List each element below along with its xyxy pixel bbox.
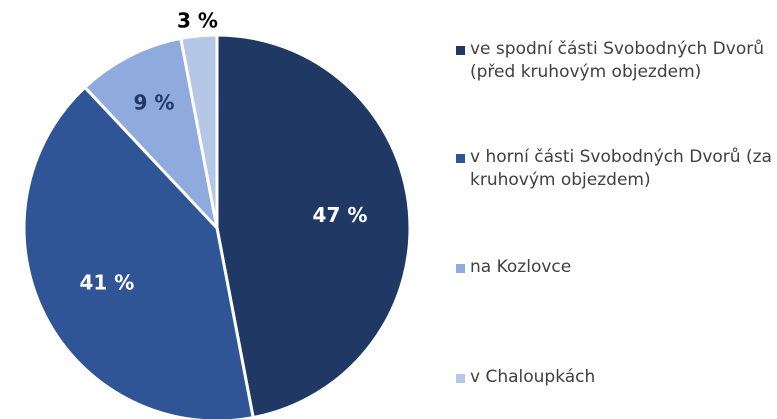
- legend-item: v horní části Svobodných Dvorů (za kruho…: [456, 146, 774, 192]
- legend-label: v Chaloupkách: [470, 367, 596, 387]
- legend-label: na Kozlovce: [470, 257, 572, 277]
- pie-slice: [215, 33, 412, 419]
- data-label: 9 %: [133, 91, 174, 115]
- data-label: 41 %: [80, 271, 135, 295]
- pie-slice: [22, 85, 255, 419]
- data-label: 47 %: [313, 203, 368, 227]
- legend-item: na Kozlovce: [456, 256, 774, 279]
- legend-swatch: [456, 264, 465, 273]
- legend-swatch: [456, 46, 465, 55]
- legend-label: v horní části Svobodných Dvorů (za kruho…: [470, 147, 772, 190]
- legend-item: ve spodní části Svobodných Dvorů (před k…: [456, 38, 774, 84]
- legend-swatch: [456, 154, 465, 163]
- pie-slice: [179, 33, 219, 229]
- pie-slice: [82, 36, 220, 233]
- data-label: 3 %: [177, 8, 218, 32]
- legend-label: ve spodní části Svobodných Dvorů (před k…: [470, 39, 764, 82]
- legend-swatch: [456, 374, 465, 383]
- legend-item: v Chaloupkách: [456, 366, 774, 389]
